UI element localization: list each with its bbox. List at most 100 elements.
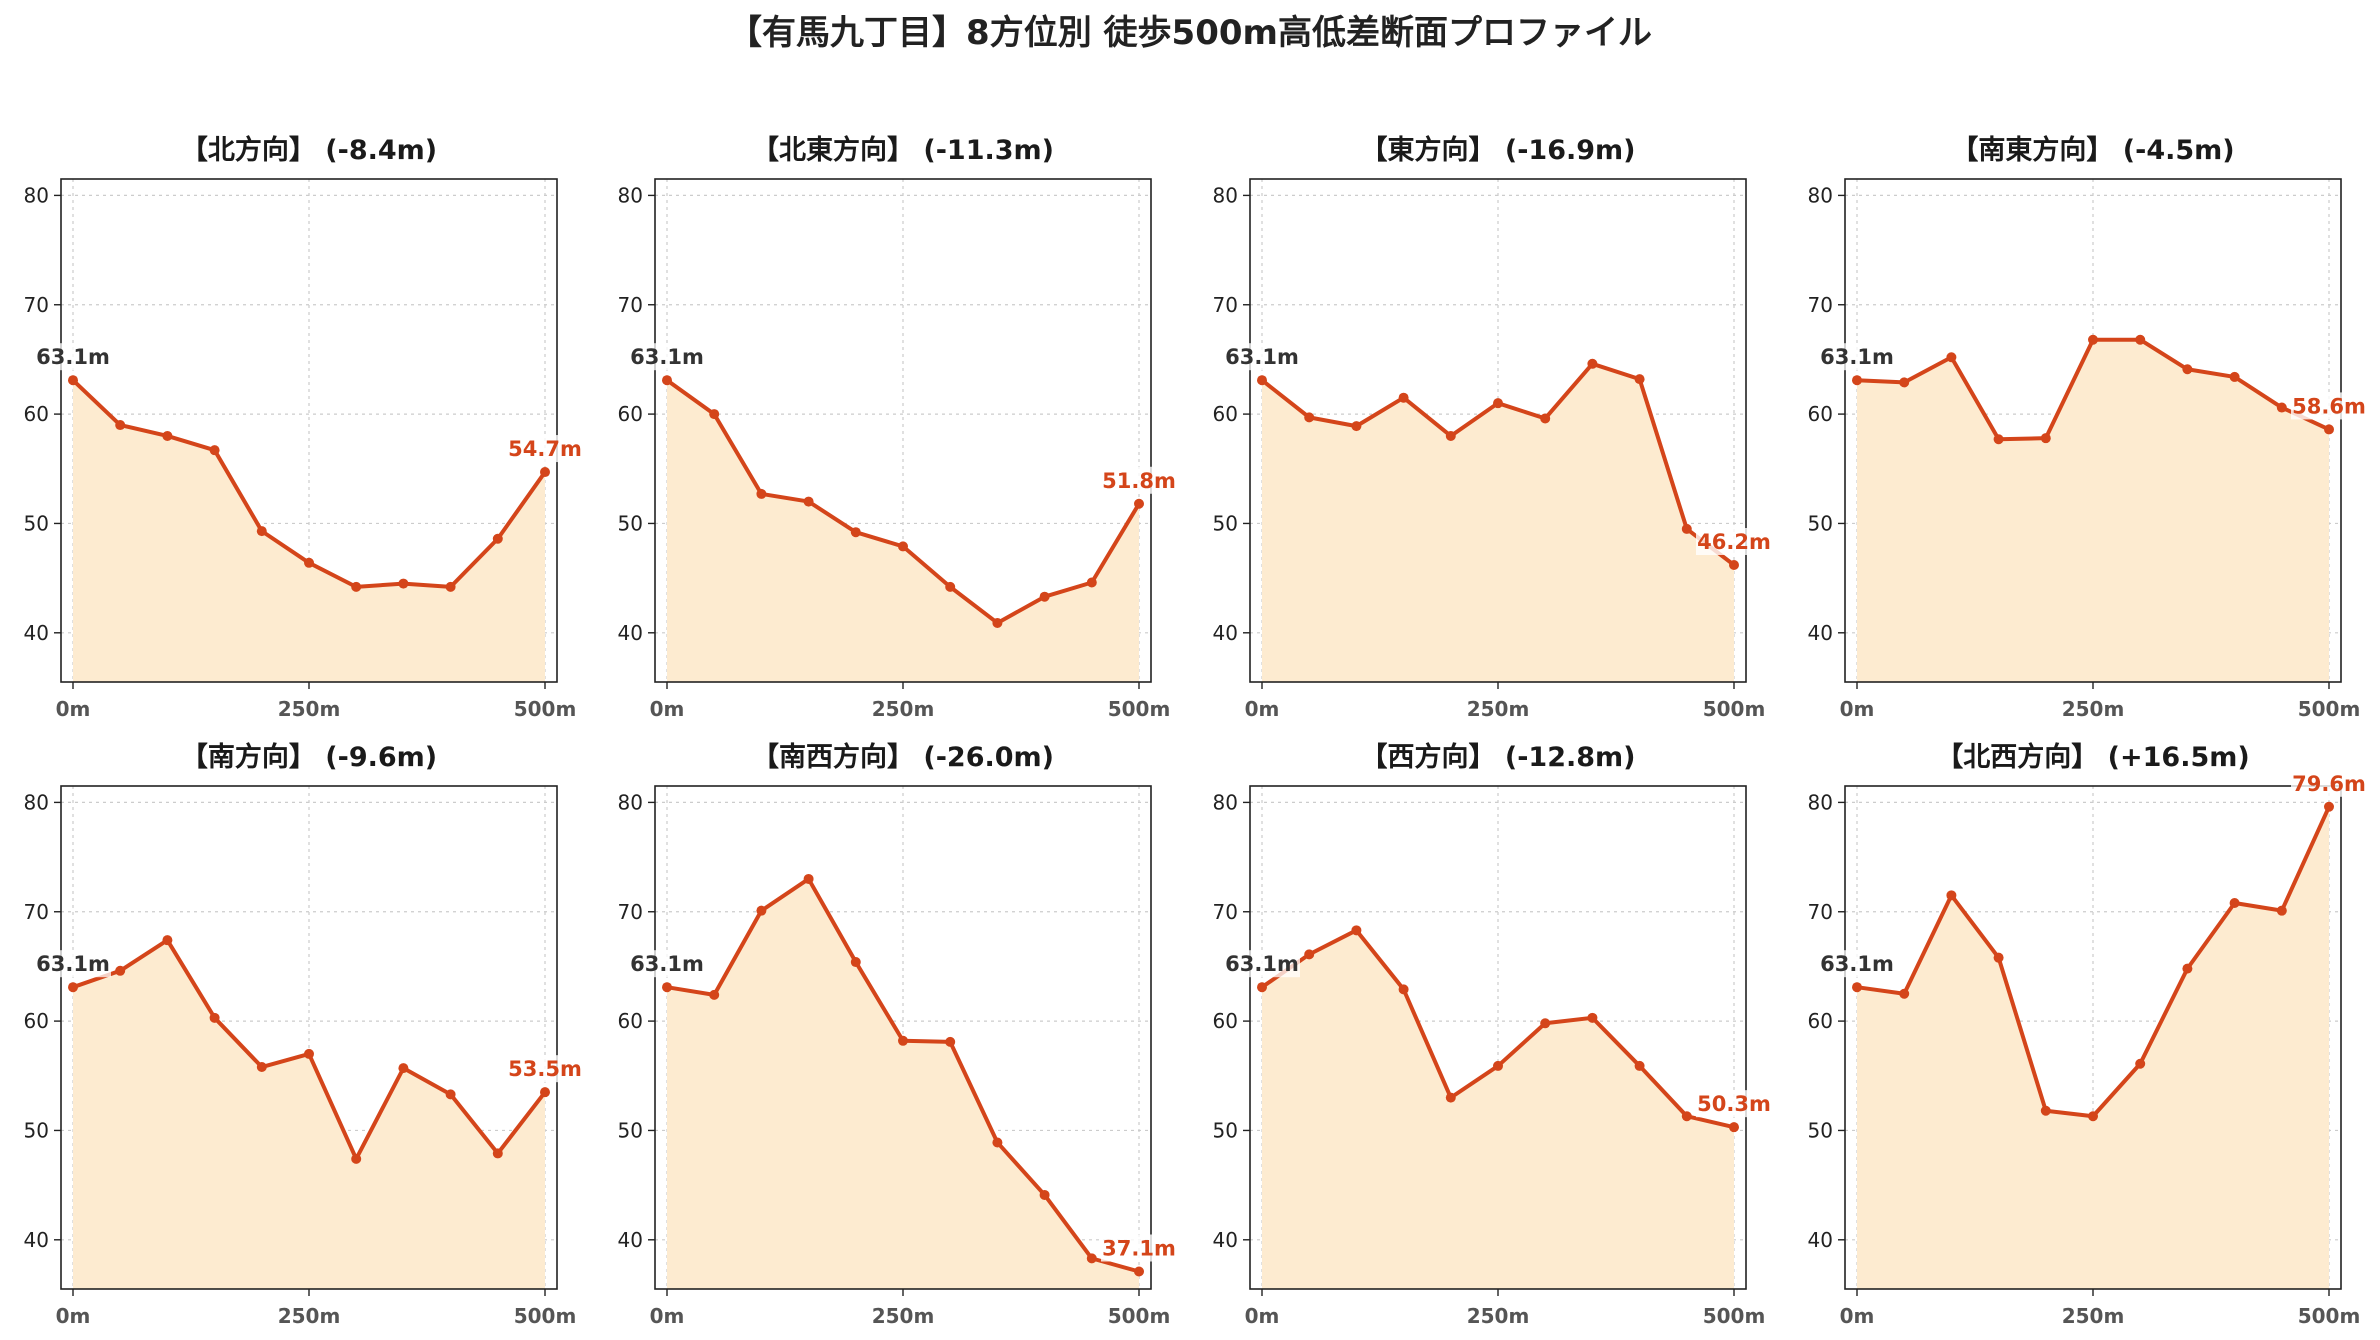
start-label-box [35,950,111,978]
data-point [756,905,767,916]
data-point [1729,559,1739,570]
data-point [1039,1189,1050,1200]
data-point [304,557,314,568]
panel-title: 【北西方向】 (+16.5m) [1936,741,2249,773]
x-tick-label: 0m [56,1304,91,1328]
data-point [1134,1266,1144,1277]
data-point [1681,1111,1692,1122]
data-point [1445,1092,1456,1103]
data-point [1852,982,1862,993]
y-tick-label: 70 [1808,900,1833,924]
y-tick-label: 80 [24,183,49,207]
y-tick-label: 80 [1213,183,1238,207]
figure-title: 【有馬九丁目】8方位別 徒歩500m高低差断面プロファイル [728,13,1652,53]
start-elevation-label: 63.1m [1225,345,1299,369]
elevation-panel: 【南方向】 (-9.6m) 40 50 60 70 80 0m 250m 500m 63.1m 53… [24,741,583,1328]
data-point [2040,433,2051,444]
data-point [209,1012,220,1023]
y-tick-label: 70 [1808,293,1833,317]
data-point [1493,398,1503,409]
y-tick-label: 60 [1213,1009,1238,1033]
y-tick-label: 60 [1808,1009,1833,1033]
data-point [2135,1058,2146,1069]
data-point [492,1148,503,1159]
data-point [803,873,814,884]
y-tick-label: 60 [1213,402,1238,426]
data-point [1257,982,1267,993]
data-point [850,527,861,538]
data-point [1587,1012,1598,1023]
y-tick-label: 50 [618,1118,643,1142]
end-label-box [1101,466,1177,494]
data-point [68,982,78,993]
data-point [209,445,220,456]
x-tick-label: 250m [2062,1304,2125,1328]
data-point [1899,988,1910,999]
data-point [540,467,550,478]
data-point [492,533,503,544]
x-tick-label: 500m [1108,1304,1171,1328]
data-point [1304,412,1315,423]
data-point [898,1035,908,1046]
y-tick-label: 40 [24,1228,49,1252]
data-point [1039,591,1050,602]
x-tick-label: 500m [2298,697,2361,721]
data-point [445,581,456,592]
y-tick-label: 70 [1213,293,1238,317]
x-tick-label: 0m [650,697,685,721]
data-point [662,982,672,993]
data-point [351,1153,362,1164]
x-tick-label: 0m [1840,1304,1875,1328]
data-point [1445,430,1456,441]
end-elevation-label: 79.6m [2292,772,2366,796]
start-label-box [1224,950,1300,978]
data-point [898,541,908,552]
y-tick-label: 60 [618,1009,643,1033]
data-point [115,420,126,431]
y-tick-label: 60 [24,402,49,426]
x-tick-label: 500m [514,1304,577,1328]
start-elevation-label: 63.1m [1225,952,1299,976]
end-label-box [2291,769,2367,797]
y-tick-label: 50 [24,1118,49,1142]
data-point [2088,1111,2098,1122]
data-point [1540,413,1551,424]
data-point [2182,963,2193,974]
y-tick-label: 80 [24,790,49,814]
data-point [2229,371,2240,382]
y-tick-label: 40 [1213,621,1238,645]
y-tick-label: 40 [618,1228,643,1252]
y-tick-label: 80 [618,790,643,814]
y-tick-label: 80 [1808,790,1833,814]
y-tick-label: 50 [1213,1118,1238,1142]
data-point [1946,352,1957,363]
data-point [2088,334,2098,345]
y-tick-label: 60 [1808,402,1833,426]
start-elevation-label: 63.1m [36,952,110,976]
data-point [945,1036,956,1047]
x-tick-label: 0m [650,1304,685,1328]
end-label-box [507,1055,583,1083]
data-point [1086,1253,1097,1264]
y-tick-label: 40 [618,621,643,645]
data-point [1899,377,1910,388]
start-elevation-label: 63.1m [1820,952,1894,976]
y-tick-label: 70 [618,293,643,317]
start-elevation-label: 63.1m [630,345,704,369]
data-point [662,375,672,386]
data-point [1398,392,1409,403]
y-tick-label: 50 [1213,511,1238,535]
x-tick-label: 250m [872,1304,935,1328]
data-point [2324,424,2334,435]
data-point [992,1137,1003,1148]
data-point [1086,577,1097,588]
data-point [1993,434,2004,445]
x-tick-label: 250m [278,1304,341,1328]
data-point [1398,984,1409,995]
data-point [1134,498,1144,509]
x-tick-label: 250m [1467,1304,1530,1328]
data-point [1634,374,1645,385]
data-point [2229,898,2240,909]
data-point [2040,1105,2051,1116]
end-label-box [1696,1090,1772,1118]
